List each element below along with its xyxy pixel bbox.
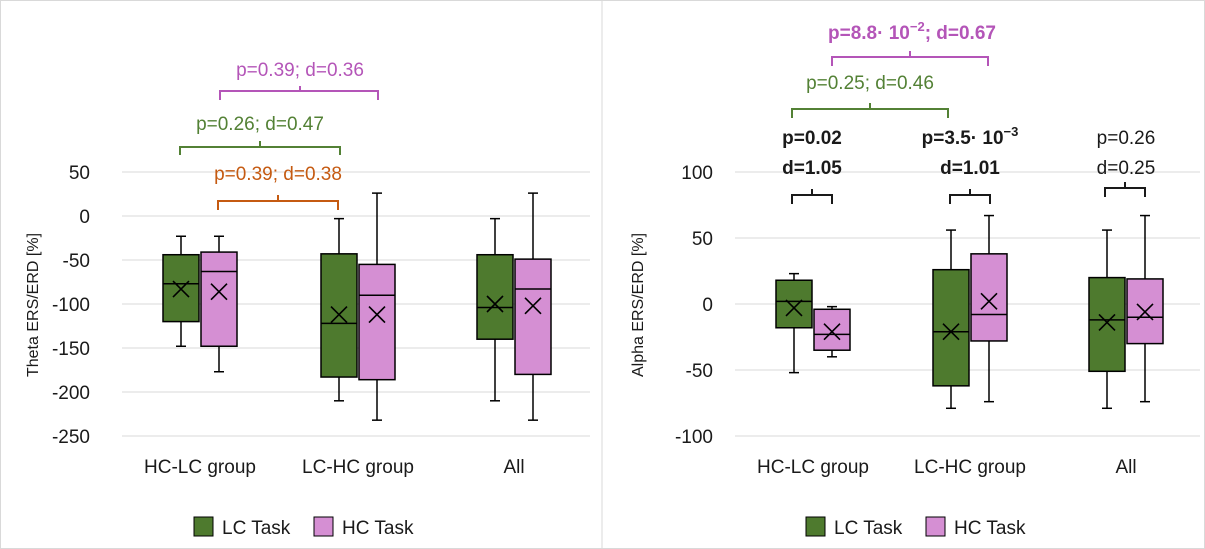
right-legend-hc-label: HC Task [954,518,1026,539]
iqr-box [358,263,396,381]
left-grid: 50 0 -50 -100 -150 -200 -250 [52,163,590,448]
left-ytick-label: -100 [52,295,90,316]
right-box-lc-2 [1088,229,1126,410]
mean-marker [172,280,190,298]
left-ytick-label: -200 [52,383,90,404]
left-box-hc-2 [514,192,552,421]
right-box-hc-1 [970,214,1008,403]
right-ytick-label: 100 [681,163,713,184]
mean-marker [785,299,803,317]
left-bracket-brown [217,195,339,210]
left-box-lc-0 [162,235,200,347]
right-ann-green: p=0.25; d=0.46 [806,73,934,94]
left-xtick-2: All [503,457,524,478]
right-legend-lc-label: LC Task [834,518,903,539]
right-box-lc-1 [932,229,970,410]
right-bracket-all [1104,182,1146,197]
mean-marker [942,323,960,341]
right-xtick-2: All [1115,457,1136,478]
mean-marker [823,323,841,341]
right-ytick-label: -50 [686,361,713,382]
right-legend-lc-swatch [805,516,826,537]
left-boxes [162,192,552,421]
iqr-box [775,279,813,329]
left-ann-brown: p=0.39; d=0.38 [214,164,342,185]
iqr-box [514,258,552,376]
right-xtick-0: HC-LC group [757,457,869,478]
iqr-box [1088,276,1126,373]
right-bracket-lchc [949,189,991,204]
left-ytick-label: -50 [63,251,90,272]
iqr-box [476,253,514,340]
iqr-box [200,251,238,347]
left-legend-hc-swatch [313,516,334,537]
left-legend-lc-label: LC Task [222,518,291,539]
right-legend-hc-swatch [925,516,946,537]
left-box-lc-1 [320,217,358,402]
iqr-box [813,308,851,351]
left-legend-lc-swatch [193,516,214,537]
left-box-hc-1 [358,192,396,421]
mean-marker [368,305,386,324]
left-legend-hc-label: HC Task [342,518,414,539]
right-ytick-label: 50 [692,229,713,250]
mean-marker [1136,303,1154,321]
left-xtick-1: LC-HC group [302,457,414,478]
iqr-box [932,268,970,387]
right-ylabel: Alpha ERS/ERD [%] [630,233,647,377]
right-ann-all-p: p=0.26 [1097,128,1156,149]
right-box-hc-2 [1126,214,1164,403]
right-ytick-label: 0 [702,295,713,316]
left-ylabel: Theta ERS/ERD [%] [25,233,42,377]
left-ann-purple: p=0.39; d=0.36 [236,60,364,81]
right-bracket-purple [831,51,989,66]
right-ann-lchc-p: p=3.5· 10−3 [922,124,1019,149]
left-ann-green: p=0.26; d=0.47 [196,114,324,135]
left-box-lc-2 [476,217,514,402]
right-ann-purple: p=8.8· 10−2; d=0.67 [828,19,996,44]
mean-marker [980,292,998,310]
left-box-hc-0 [200,235,238,373]
left-ytick-label: 0 [79,207,90,228]
right-bracket-green [791,103,949,118]
right-panel: Alpha ERS/ERD [%] 100 50 0 -50 -100 HC-LC gr… [630,19,1200,539]
left-bracket-green [179,141,341,155]
mean-marker [330,305,348,324]
right-xtick-1: LC-HC group [914,457,1026,478]
mean-marker [486,295,504,313]
right-bracket-hclc [791,189,833,204]
left-ytick-label: -150 [52,339,90,360]
left-bracket-purple [219,86,379,100]
right-ann-hclc-d: d=1.05 [782,158,842,179]
iqr-box [970,253,1008,342]
mean-marker [524,297,542,315]
right-ann-all-d: d=0.25 [1097,158,1156,179]
mean-marker [210,283,228,301]
right-box-hc-0 [813,305,851,358]
right-boxes [775,214,1164,410]
right-box-lc-0 [775,272,813,374]
left-ytick-label: 50 [69,163,90,184]
mean-marker [1098,313,1116,332]
left-ytick-label: -250 [52,427,90,448]
left-panel: Theta ERS/ERD [%] 50 0 -50 -100 -150 -200 -250… [25,60,590,539]
right-ann-lchc-d: d=1.01 [940,158,1000,179]
left-xtick-0: HC-LC group [144,457,256,478]
right-ytick-label: -100 [675,427,713,448]
right-ann-hclc-p: p=0.02 [782,128,842,149]
